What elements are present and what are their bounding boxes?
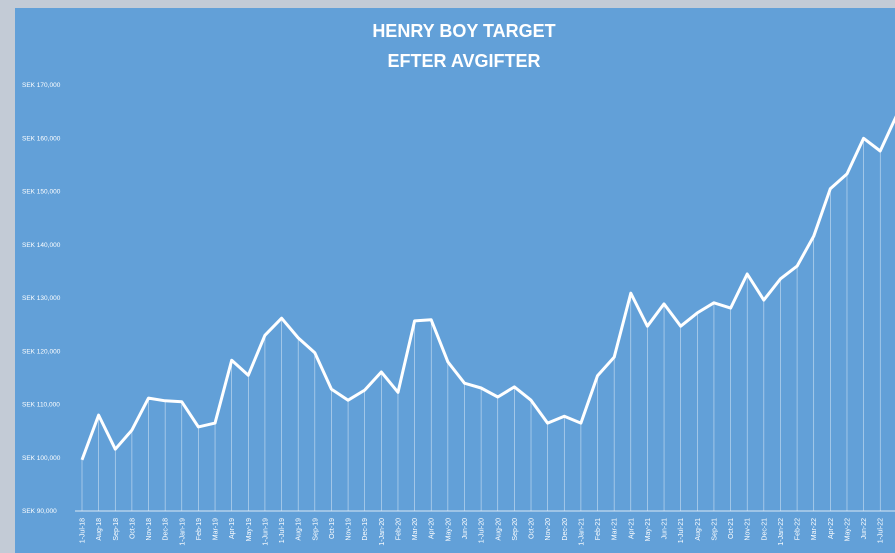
x-tick-label: 1-Jan-22 — [778, 518, 785, 546]
line — [80, 115, 895, 461]
y-tick-label: SEK 130,000 — [22, 295, 61, 302]
x-tick-label: May-20 — [445, 518, 452, 541]
y-tick-label: SEK 150,000 — [22, 189, 61, 196]
x-tick-label: 1-Jul-18 — [80, 518, 87, 543]
x-tick-label: 1-Jan-20 — [379, 518, 386, 546]
x-tick-label: Oct-20 — [529, 518, 536, 539]
x-tick-label: Sep-21 — [711, 518, 718, 541]
y-tick-label: SEK 160,000 — [22, 135, 61, 142]
x-tick-label: Sep-20 — [512, 518, 519, 541]
x-tick-label: May-19 — [246, 518, 253, 541]
x-tick-label: Jun-20 — [462, 518, 469, 540]
x-tick-label: Nov-18 — [146, 518, 153, 541]
x-tick-label: Mar-22 — [811, 518, 818, 540]
x-tick-label: 1-Jul-19 — [279, 518, 286, 543]
y-tick-label: SEK 110,000 — [22, 402, 60, 409]
x-tick-label: 1-Jul-20 — [479, 518, 486, 543]
x-tick-label: Apr-19 — [229, 518, 236, 539]
y-tick-label: SEK 90,000 — [22, 508, 57, 515]
x-tick-label: Aug-19 — [296, 518, 303, 541]
x-tick-label: Aug-21 — [695, 518, 702, 541]
x-tick-label: 1-Jan-21 — [578, 518, 585, 546]
x-tick-label: Oct-19 — [329, 518, 336, 539]
x-tick-label: Aug-18 — [96, 518, 103, 541]
x-tick-label: Dec-18 — [163, 518, 170, 541]
y-tick-label: SEK 120,000 — [22, 348, 61, 355]
x-tick-label: Apr-21 — [628, 518, 635, 539]
x-tick-label: 1-Jun-19 — [262, 518, 269, 546]
x-tick-label: Sep-18 — [113, 518, 120, 541]
x-tick-label: Mar-20 — [412, 518, 419, 540]
x-tick-label: Nov-20 — [545, 518, 552, 541]
chart-area — [15, 8, 895, 553]
x-tick-label: Dec-19 — [362, 518, 369, 541]
x-tick-label: Feb-22 — [795, 518, 802, 540]
x-tick-label: Sep-19 — [312, 518, 319, 541]
x-tick-label: Nov-19 — [346, 518, 353, 541]
x-tick-label: Nov-21 — [745, 518, 752, 541]
x-tick-label: Mar-21 — [612, 518, 619, 540]
y-tick-label: SEK 170,000 — [22, 82, 61, 89]
x-tick-label: May-22 — [844, 518, 851, 541]
x-tick-label: Oct-18 — [129, 518, 136, 539]
x-tick-label: Aug-20 — [495, 518, 502, 541]
x-tick-label: Feb-21 — [595, 518, 602, 540]
x-tick-label: 1-Jul-21 — [678, 518, 685, 543]
x-tick-label: May-21 — [645, 518, 652, 541]
x-tick-label: Apr-22 — [828, 518, 835, 539]
x-tick-label: Feb-20 — [395, 518, 402, 540]
y-tick-label: SEK 140,000 — [22, 242, 61, 249]
x-tick-label: Apr-20 — [429, 518, 436, 539]
x-tick-label: Feb-19 — [196, 518, 203, 540]
x-tick-label: Jun-22 — [861, 518, 868, 540]
x-tick-label: Dec-21 — [761, 518, 768, 541]
x-tick-label: Dec-20 — [562, 518, 569, 541]
x-tick-label: 1-Jan-19 — [179, 518, 186, 546]
chart-title: EFTER AVGIFTER — [388, 51, 541, 71]
chart-title: HENRY BOY TARGET — [372, 21, 555, 41]
y-tick-label: SEK 100,000 — [22, 455, 61, 462]
x-tick-label: Mar-19 — [213, 518, 220, 540]
x-tick-label: Jun-21 — [662, 518, 669, 540]
x-tick-label: Oct-21 — [728, 518, 735, 539]
x-tick-label: 1-Jul-22 — [878, 518, 885, 543]
